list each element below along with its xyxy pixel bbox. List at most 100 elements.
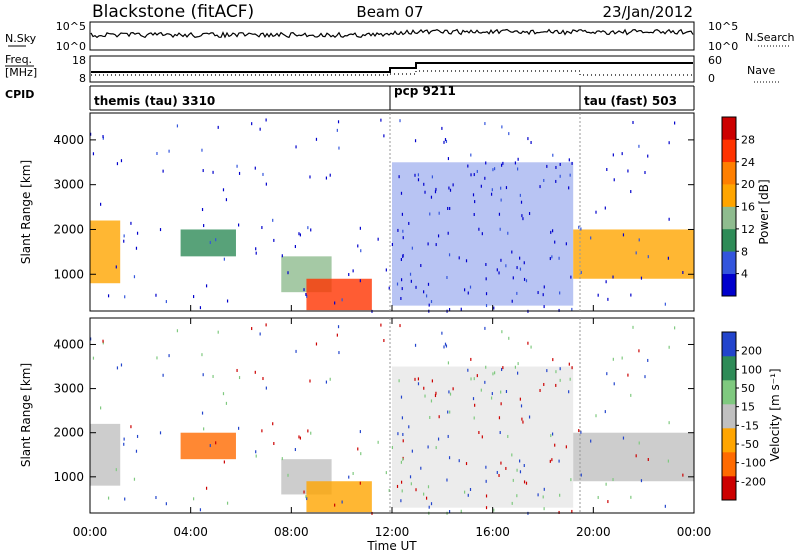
power-speckle: [448, 307, 451, 311]
power-cbar-tick-label: 28: [741, 133, 755, 146]
power-speckle: [597, 293, 599, 297]
velocity-speckle: [310, 431, 312, 435]
velocity-speckle: [156, 356, 158, 360]
velocity-speckle: [435, 391, 437, 395]
velocity-speckle: [552, 358, 554, 362]
velocity-heatmap: [90, 323, 694, 515]
power-speckle: [408, 221, 410, 225]
velocity-speckle: [380, 323, 382, 327]
y-tick-label: 1000: [53, 267, 84, 281]
power-speckle: [100, 202, 102, 206]
velocity-speckle: [682, 473, 684, 477]
power-speckle: [401, 212, 404, 216]
velocity-speckle: [352, 472, 354, 476]
power-speckle: [638, 238, 640, 242]
power-cbar-swatch: [722, 251, 736, 274]
power-speckle: [424, 190, 426, 194]
power-speckle: [668, 217, 670, 221]
velocity-speckle: [568, 390, 570, 394]
power-speckle: [559, 291, 561, 295]
velocity-speckle: [255, 450, 257, 454]
power-speckle: [555, 165, 557, 169]
power-heatmap: [90, 118, 694, 313]
power-speckle: [621, 152, 623, 156]
velocity-speckle: [492, 372, 494, 376]
power-speckle: [519, 267, 522, 271]
velocity-speckle: [493, 371, 496, 375]
power-speckle: [484, 176, 486, 180]
velocity-speckle: [222, 392, 225, 396]
velocity-speckle: [402, 457, 404, 461]
power-speckle: [558, 308, 560, 312]
velocity-speckle: [448, 510, 451, 514]
velocity-speckle: [668, 421, 670, 425]
power-speckle: [222, 188, 225, 192]
power-speckle: [498, 212, 501, 216]
velocity-speckle: [559, 367, 561, 371]
velocity-speckle: [571, 509, 573, 513]
velocity-speckle: [417, 377, 420, 381]
power-speckle: [467, 164, 469, 168]
power-speckle: [259, 127, 261, 131]
power-speckle: [638, 144, 640, 148]
velocity-speckle: [306, 497, 308, 501]
velocity-speckle: [90, 337, 92, 341]
power-speckle: [554, 240, 556, 244]
power-speckle: [449, 206, 451, 210]
velocity-speckle: [281, 457, 283, 461]
velocity-speckle: [472, 397, 475, 401]
velocity-speckle: [262, 377, 264, 381]
power-speckle: [226, 299, 229, 303]
power-speckle: [156, 151, 158, 155]
power-speckle: [159, 228, 162, 232]
power-speckle: [165, 300, 167, 304]
power-speckle: [359, 226, 361, 230]
power-speckle: [485, 161, 487, 165]
velocity-speckle: [162, 373, 164, 377]
power-speckle: [329, 173, 331, 177]
velocity-speckle: [294, 448, 296, 452]
power-speckle: [550, 230, 552, 234]
power-speckle: [251, 122, 253, 126]
power-speckle: [261, 226, 263, 230]
power-speckle: [397, 228, 399, 232]
power-speckle: [501, 125, 503, 129]
velocity-speckle: [519, 470, 522, 474]
power-speckle: [420, 264, 422, 268]
power-speckle: [469, 285, 472, 289]
noise-right-tick-low: 10^0: [708, 40, 738, 53]
power-speckle: [470, 173, 472, 177]
power-speckle: [460, 307, 462, 311]
velocity-speckle: [522, 420, 524, 424]
velocity-speckle: [305, 495, 307, 499]
power-speckle: [315, 137, 318, 141]
power-speckle: [512, 276, 514, 280]
velocity-speckle: [569, 377, 571, 381]
power-speckle: [470, 153, 472, 157]
power-speckle: [305, 292, 307, 296]
velocity-speckle: [212, 374, 214, 378]
velocity-speckle: [571, 366, 573, 370]
power-speckle: [559, 162, 561, 166]
power-speckle: [647, 255, 649, 259]
velocity-speckle: [502, 366, 504, 370]
power-cbar-tick-label: 12: [741, 223, 755, 236]
velocity-speckle: [336, 333, 338, 337]
velocity-speckle: [516, 371, 519, 375]
velocity-speckle: [485, 465, 487, 469]
velocity-speckle: [485, 506, 488, 510]
velocity-speckle: [400, 460, 402, 464]
velocity-speckle: [640, 479, 643, 483]
velocity-speckle: [135, 449, 138, 453]
power-speckle: [539, 185, 541, 189]
velocity-speckle: [485, 494, 488, 498]
velocity-speckle: [565, 445, 567, 449]
power-speckle: [310, 228, 312, 232]
velocity-speckle: [473, 377, 475, 381]
power-speckle: [493, 167, 496, 171]
velocity-speckle: [427, 445, 429, 449]
velocity-speckle: [261, 429, 263, 433]
velocity-speckle: [647, 458, 649, 462]
velocity-speckle: [265, 323, 267, 327]
power-speckle: [212, 170, 214, 174]
